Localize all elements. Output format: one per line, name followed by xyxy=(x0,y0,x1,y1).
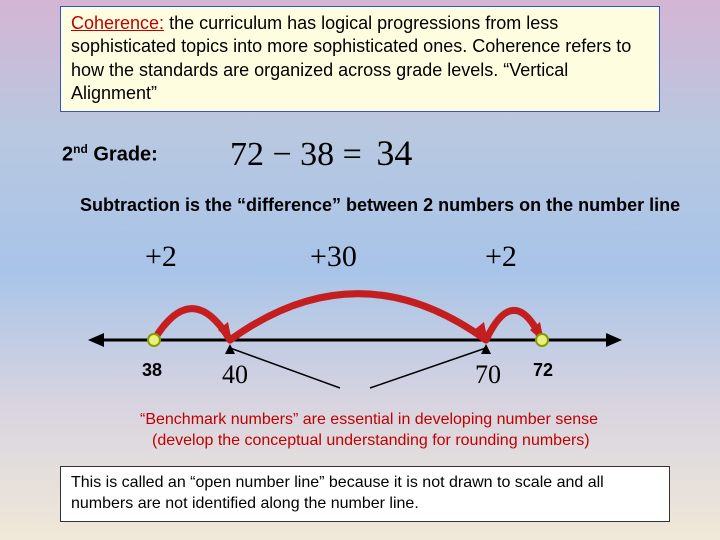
number-38: 38 xyxy=(142,360,162,381)
number-line-diagram: +2 +30 +2 38 40 70 72 xyxy=(70,240,630,380)
number-40: 40 xyxy=(222,360,248,390)
jump-label-3: +2 xyxy=(485,240,517,274)
jump-label-2: +30 xyxy=(310,240,357,274)
benchmark-line1: “Benchmark numbers” are essential in dev… xyxy=(140,410,598,431)
subtraction-note: Subtraction is the “difference” between … xyxy=(80,195,680,216)
jump-label-1: +2 xyxy=(145,240,177,274)
equation-result: 34 xyxy=(376,133,412,173)
benchmark-line2: (develop the conceptual understanding fo… xyxy=(152,431,598,452)
equation: 72 − 38 = 34 xyxy=(230,132,412,174)
equation-expression: 72 − 38 = xyxy=(230,136,362,173)
grade-label: 2nd Grade: xyxy=(62,142,158,167)
number-70: 70 xyxy=(475,360,501,390)
definition-term: Coherence: xyxy=(71,13,164,33)
open-number-line-note: This is called an “open number line” bec… xyxy=(60,466,670,522)
number-72: 72 xyxy=(533,360,553,381)
coherence-definition-box: Coherence: the curriculum has logical pr… xyxy=(60,6,660,112)
benchmark-note: “Benchmark numbers” are essential in dev… xyxy=(140,410,598,452)
